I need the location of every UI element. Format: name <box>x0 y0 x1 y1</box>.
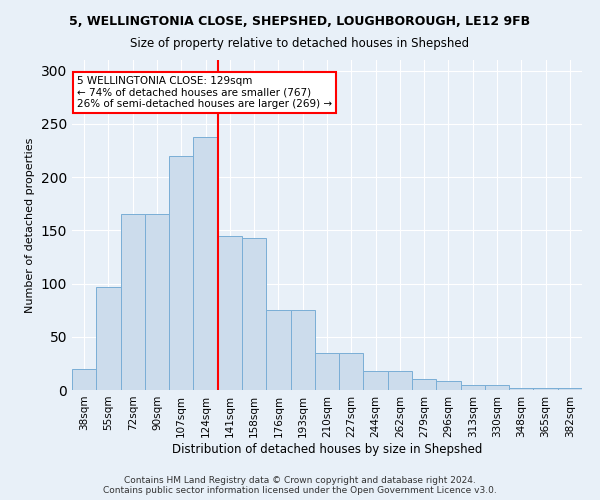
Y-axis label: Number of detached properties: Number of detached properties <box>25 138 35 312</box>
Bar <box>72 368 96 390</box>
Bar <box>242 238 266 390</box>
Bar <box>121 214 145 390</box>
Bar <box>412 380 436 390</box>
Bar <box>193 136 218 390</box>
X-axis label: Distribution of detached houses by size in Shepshed: Distribution of detached houses by size … <box>172 442 482 456</box>
Bar <box>388 371 412 390</box>
Bar <box>533 388 558 390</box>
Bar <box>96 286 121 390</box>
Bar <box>290 310 315 390</box>
Bar <box>315 352 339 390</box>
Bar <box>339 352 364 390</box>
Bar <box>485 384 509 390</box>
Bar <box>461 384 485 390</box>
Bar <box>509 388 533 390</box>
Text: Size of property relative to detached houses in Shepshed: Size of property relative to detached ho… <box>130 38 470 51</box>
Bar <box>145 214 169 390</box>
Text: 5 WELLINGTONIA CLOSE: 129sqm
← 74% of detached houses are smaller (767)
26% of s: 5 WELLINGTONIA CLOSE: 129sqm ← 74% of de… <box>77 76 332 109</box>
Bar <box>558 388 582 390</box>
Text: Contains HM Land Registry data © Crown copyright and database right 2024.
Contai: Contains HM Land Registry data © Crown c… <box>103 476 497 495</box>
Bar <box>436 382 461 390</box>
Bar <box>218 236 242 390</box>
Bar <box>169 156 193 390</box>
Bar <box>266 310 290 390</box>
Bar <box>364 371 388 390</box>
Text: 5, WELLINGTONIA CLOSE, SHEPSHED, LOUGHBOROUGH, LE12 9FB: 5, WELLINGTONIA CLOSE, SHEPSHED, LOUGHBO… <box>70 15 530 28</box>
